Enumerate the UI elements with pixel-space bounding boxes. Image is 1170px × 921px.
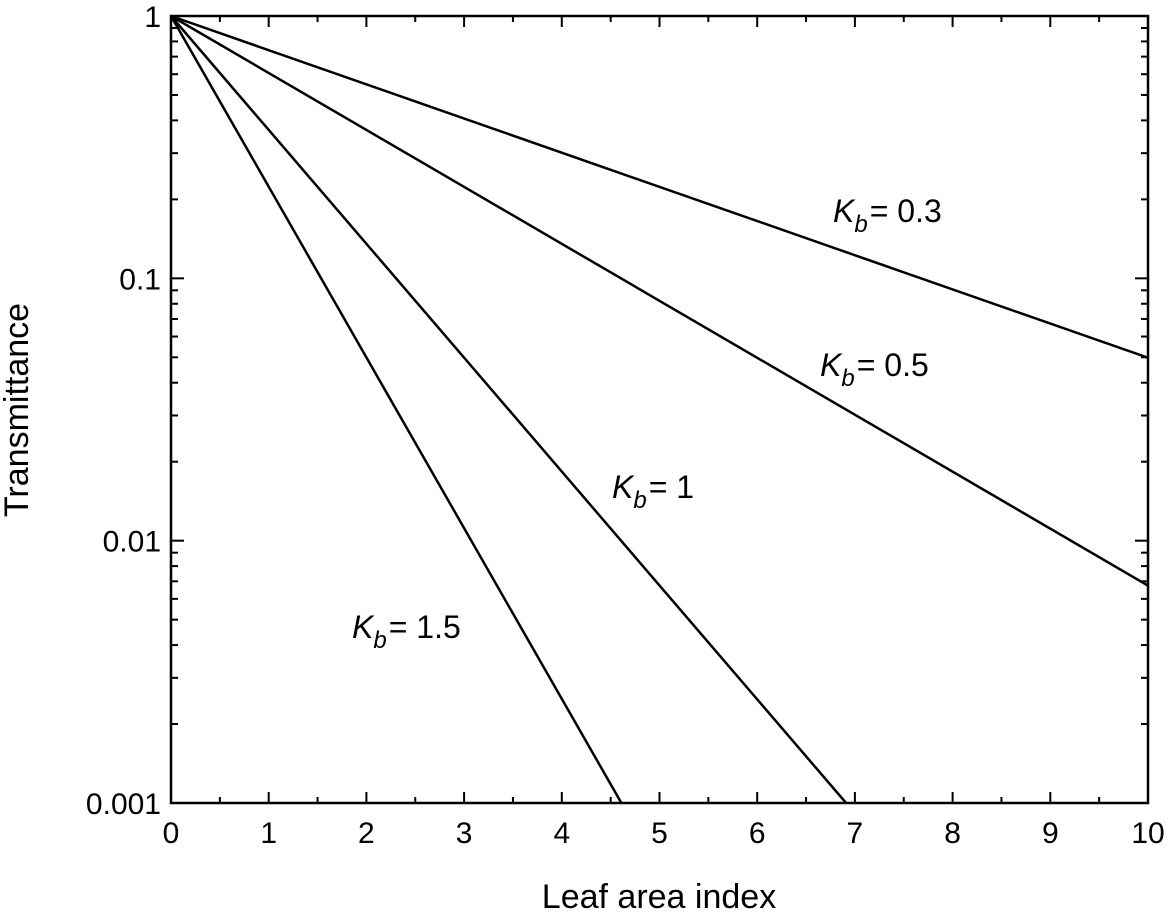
series-label-value: = 0.3 <box>870 193 942 229</box>
x-tick-label: 5 <box>651 817 668 850</box>
series-label-kb-0-3: Kb= 0.3 <box>833 193 942 238</box>
series-label-value: = 1.5 <box>389 609 461 645</box>
x-tick-label: 3 <box>456 817 473 850</box>
series-label-subscript: b <box>854 211 867 238</box>
series-lines <box>169 14 1149 804</box>
x-tick-label: 6 <box>749 817 766 850</box>
y-tick-label: 0.01 <box>103 526 161 559</box>
series-label-subscript: b <box>633 487 646 514</box>
y-tick-label: 1 <box>144 1 161 34</box>
series-line-kb-0-5 <box>170 14 1149 587</box>
series-line-kb-1-5 <box>169 15 623 804</box>
series-line-kb-0-3 <box>170 14 1149 359</box>
x-tick-label: 2 <box>358 817 375 850</box>
series-label-value: = 0.5 <box>857 347 929 383</box>
y-tick-label: 0.1 <box>119 263 161 296</box>
axis-tick-labels: 0 1 2 3 4 5 6 7 8 9 10 0.001 0.01 0.1 1 <box>86 1 1165 850</box>
series-label-symbol: K <box>833 193 856 229</box>
series-label-subscript: b <box>373 627 386 654</box>
series-label-symbol: K <box>820 347 843 383</box>
series-label-kb-1: Kb= 1 <box>612 469 694 514</box>
plot-frame <box>169 14 1150 805</box>
series-label-subscript: b <box>841 365 854 392</box>
x-tick-label: 4 <box>553 817 570 850</box>
series-label-symbol: K <box>612 469 635 505</box>
series-label-kb-0-5: Kb= 0.5 <box>820 347 929 392</box>
x-tick-label: 10 <box>1131 817 1164 850</box>
series-label-value: = 1 <box>649 469 694 505</box>
axis-ticks <box>170 15 1149 804</box>
x-tick-label: 9 <box>1042 817 1059 850</box>
y-tick-label: 0.001 <box>86 788 161 821</box>
series-line-kb-1 <box>170 15 848 804</box>
series-labels: Kb= 0.3Kb= 0.5Kb= 1Kb= 1.5 <box>352 193 942 654</box>
y-axis-title: Transmittance <box>0 303 36 517</box>
series-label-symbol: K <box>352 609 375 645</box>
x-axis-title: Leaf area index <box>542 878 776 916</box>
x-tick-label: 0 <box>163 817 180 850</box>
x-tick-label: 8 <box>944 817 961 850</box>
series-label-kb-1-5: Kb= 1.5 <box>352 609 461 654</box>
x-tick-label: 1 <box>260 817 277 850</box>
x-tick-label: 7 <box>847 817 864 850</box>
